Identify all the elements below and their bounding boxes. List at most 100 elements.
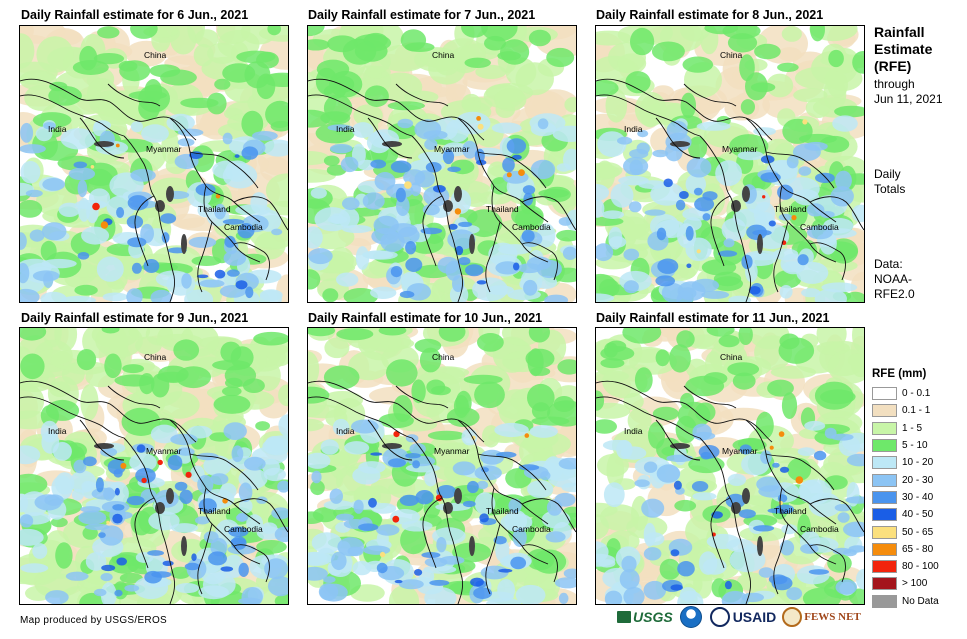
heavy-rain-cell	[795, 476, 804, 484]
country-border	[809, 196, 864, 231]
country-label-china: China	[432, 50, 454, 60]
rainfall-patch	[222, 386, 242, 397]
rainfall-patch	[353, 499, 364, 514]
country-border	[683, 83, 737, 107]
rainfall-patch	[728, 295, 752, 302]
rainfall-patch	[506, 138, 527, 154]
heavy-rain-cell	[157, 459, 163, 466]
rainfall-patch	[223, 422, 247, 440]
rainfall-patch	[616, 439, 633, 460]
rainfall-patch	[397, 118, 414, 129]
rainfall-patch	[693, 187, 703, 196]
rainfall-patch	[238, 482, 253, 503]
heavy-rain-cell	[506, 172, 512, 178]
water-body	[443, 200, 453, 212]
sidebar-title: Rainfall Estimate (RFE) through Jun 11, …	[874, 24, 943, 107]
rainfall-patch	[213, 394, 251, 414]
rainfall-patch	[327, 35, 358, 53]
rainfall-patch	[837, 512, 850, 523]
rainfall-patch	[83, 456, 97, 467]
heavy-rain-cell	[90, 165, 95, 169]
legend-item: 20 - 30	[872, 471, 939, 488]
legend-item: 30 - 40	[872, 489, 939, 506]
rainfall-patch	[318, 583, 339, 601]
country-label-thailand: Thailand	[774, 204, 807, 214]
rainfall-patch	[424, 470, 437, 487]
rainfall-patch	[750, 82, 776, 93]
rainfall-patch	[114, 589, 123, 597]
sidebar-through-date: Jun 11, 2021	[874, 92, 943, 106]
rainfall-patch	[352, 560, 372, 576]
heavy-rain-cell	[404, 181, 412, 189]
legend-label: 30 - 40	[902, 491, 934, 503]
legend-swatch	[872, 473, 897, 487]
rainfall-patch	[597, 131, 627, 157]
rainfall-patch	[131, 262, 142, 274]
rainfall-patch	[480, 565, 509, 580]
legend-item: No Data	[872, 593, 939, 610]
heavy-rain-cell	[791, 215, 797, 221]
legend-item: 0 - 0.1	[872, 385, 939, 402]
rainfall-patch	[222, 218, 245, 225]
country-border	[308, 396, 413, 439]
rainfall-patch	[538, 188, 569, 198]
rainfall-patch	[250, 192, 268, 214]
rainfall-patch	[246, 514, 263, 533]
partner-logos: USGS USAID FEWS NET	[617, 606, 861, 628]
usaid-logo: USAID	[733, 609, 777, 625]
rainfall-patch	[323, 365, 360, 390]
rainfall-patch	[637, 130, 649, 138]
rainfall-patch	[60, 128, 96, 150]
rainfall-patch	[43, 122, 56, 130]
rainfall-patch	[774, 270, 802, 289]
heavy-rain-cell	[769, 445, 774, 450]
rainfall-patch	[787, 458, 812, 481]
rainfall-patch	[390, 266, 403, 278]
rainfall-patch	[528, 29, 551, 47]
rainfall-patch	[278, 414, 288, 437]
rainfall-patch	[100, 447, 118, 457]
rainfall-map-6-jun: China India Myanmar Thailand Cambodia	[19, 25, 289, 303]
rainfall-patch	[722, 26, 761, 40]
heavy-rain-cell	[100, 221, 109, 229]
rainfall-patch	[502, 157, 515, 173]
legend-swatch	[872, 490, 897, 504]
rainfall-patch	[80, 506, 101, 513]
rainfall-patch	[462, 140, 478, 159]
rainfall-patch	[323, 576, 336, 583]
rainfall-patch	[20, 262, 30, 284]
rainfall-patch	[265, 173, 288, 208]
rainfall-patch	[400, 29, 427, 51]
country-border	[233, 544, 270, 583]
rainfall-patch	[188, 236, 217, 248]
rainfall-patch	[400, 526, 427, 555]
rainfall-patch	[467, 480, 479, 494]
rainfall-patch	[715, 160, 742, 187]
rainfall-patch	[340, 156, 359, 173]
rainfall-patch	[414, 569, 423, 576]
rainfall-patch	[596, 79, 619, 97]
sidebar-source-line1: Data:	[874, 257, 903, 271]
rainfall-patch	[677, 561, 695, 577]
rainfall-patch	[423, 565, 457, 574]
rainfall-patch	[138, 84, 170, 113]
rainfall-patch	[198, 585, 229, 600]
country-border	[189, 151, 259, 189]
rainfall-patch	[756, 476, 780, 492]
rainfall-patch	[203, 455, 232, 477]
rainfall-patch	[50, 517, 68, 528]
rainfall-patch	[778, 213, 793, 221]
rainfall-patch	[691, 481, 709, 492]
water-body	[166, 488, 174, 504]
rainfall-patch	[112, 504, 125, 511]
rainfall-patch	[442, 149, 455, 165]
rainfall-patch	[129, 453, 157, 472]
rainfall-patch	[77, 252, 90, 260]
rainfall-patch	[604, 590, 623, 604]
legend-item: 40 - 50	[872, 506, 939, 523]
rainfall-patch	[476, 280, 487, 285]
rainfall-patch	[330, 143, 353, 154]
rainfall-patch	[523, 279, 538, 296]
country-label-myanmar: Myanmar	[434, 144, 470, 154]
rainfall-patch	[753, 127, 776, 136]
